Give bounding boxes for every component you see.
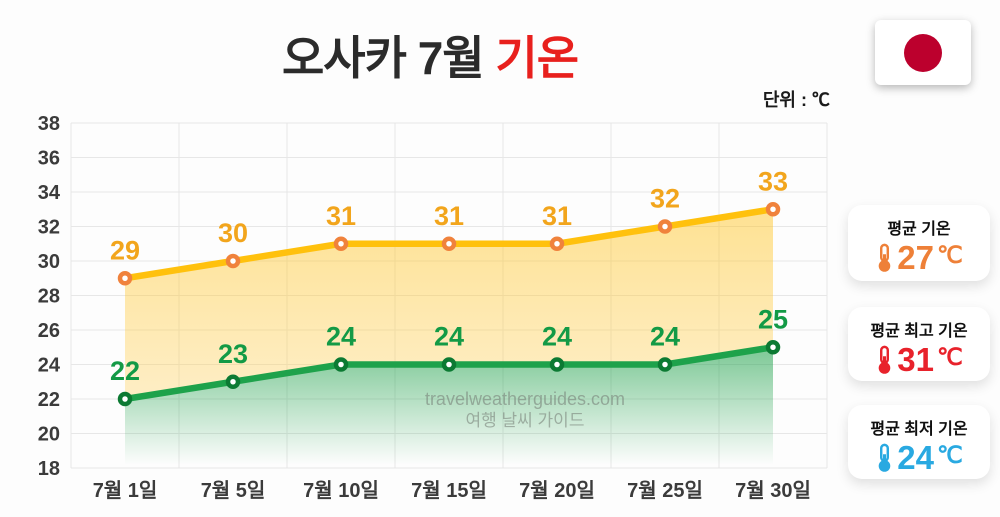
data-point-marker [225, 374, 241, 389]
data-point-marker [333, 357, 349, 372]
avg-temp-value-row: 27 ℃ [848, 240, 990, 276]
thermometer-icon [878, 345, 891, 374]
data-point-marker [333, 236, 349, 251]
data-point-marker [765, 340, 781, 355]
y-axis-tick-label: 38 [38, 113, 60, 135]
x-axis-tick-label: 7월 1일 [93, 479, 158, 502]
data-point-label: 33 [758, 166, 788, 196]
avg-temp-value: 27 [897, 239, 934, 276]
y-axis-tick-label: 34 [38, 182, 61, 204]
area-below-min [125, 347, 773, 468]
page-title-main: 오사카 7월 [281, 32, 496, 84]
page-title: 오사카 7월 기온 [0, 22, 860, 88]
data-point-label: 24 [434, 322, 464, 352]
data-point-label: 29 [110, 235, 140, 265]
avg-min-temp-card: 평균 최저 기온 24 ℃ [848, 405, 990, 479]
avg-max-temp-card: 평균 최고 기온 31 ℃ [848, 307, 990, 381]
x-axis-tick-label: 7월 25일 [627, 479, 703, 502]
data-point-marker [117, 271, 133, 286]
thermometer-icon [878, 443, 891, 472]
x-axis-tick-label: 7월 5일 [201, 479, 266, 502]
unit-label: 단위 : ℃ [762, 90, 830, 110]
avg-temp-label: 평균 기온 [887, 221, 951, 238]
japan-flag-circle-icon [904, 33, 942, 72]
avg-temp-unit: ℃ [936, 241, 963, 268]
avg-max-temp-value-row: 31 ℃ [848, 342, 990, 378]
page-title-highlight: 기온 [495, 32, 579, 84]
y-axis-tick-label: 18 [38, 458, 60, 480]
japan-flag [875, 20, 971, 85]
x-axis-tick-label: 7월 20일 [519, 479, 595, 502]
x-axis-tick-label: 7월 15일 [411, 479, 487, 502]
y-axis-tick-label: 28 [38, 286, 60, 308]
x-axis-tick-label: 7월 30일 [735, 479, 811, 502]
data-point-marker [117, 391, 133, 407]
data-point-label: 32 [650, 184, 680, 214]
avg-temp-card: 평균 기온 27 ℃ [848, 205, 990, 281]
data-point-label: 31 [542, 201, 572, 231]
avg-min-temp-value-row: 24 ℃ [848, 440, 990, 476]
data-point-marker [549, 236, 565, 251]
y-axis-tick-label: 20 [38, 424, 60, 446]
avg-min-temp-label: 평균 최저 기온 [870, 421, 968, 438]
data-point-label: 24 [650, 322, 680, 352]
data-point-label: 31 [434, 201, 464, 231]
y-axis-tick-label: 32 [38, 217, 60, 239]
data-point-marker [657, 357, 673, 372]
data-point-label: 23 [218, 339, 248, 369]
data-point-label: 25 [758, 304, 788, 334]
thermometer-icon [878, 243, 891, 272]
data-point-label: 22 [110, 356, 140, 386]
data-point-marker [441, 357, 457, 372]
data-point-label: 24 [326, 322, 356, 352]
avg-max-temp-unit: ℃ [936, 343, 963, 370]
data-point-marker [441, 236, 457, 251]
y-axis-tick-label: 30 [38, 251, 60, 273]
y-axis-tick-label: 26 [38, 320, 60, 342]
avg-max-temp-value: 31 [897, 341, 934, 378]
area-between-max-min [125, 209, 773, 399]
data-point-label: 30 [218, 218, 248, 248]
avg-min-temp-unit: ℃ [936, 441, 963, 468]
data-point-marker [225, 253, 241, 269]
y-axis-tick-label: 24 [38, 355, 61, 377]
avg-min-temp-value: 24 [897, 439, 934, 476]
avg-max-temp-label: 평균 최고 기온 [870, 323, 968, 340]
y-axis-tick-label: 22 [38, 389, 60, 411]
x-axis-tick-label: 7월 10일 [303, 479, 379, 502]
data-point-label: 31 [326, 201, 356, 231]
data-point-marker [657, 219, 673, 234]
y-axis-tick-label: 36 [38, 148, 60, 170]
data-point-marker [765, 202, 781, 217]
data-point-label: 24 [542, 322, 572, 352]
data-point-marker [549, 357, 565, 372]
